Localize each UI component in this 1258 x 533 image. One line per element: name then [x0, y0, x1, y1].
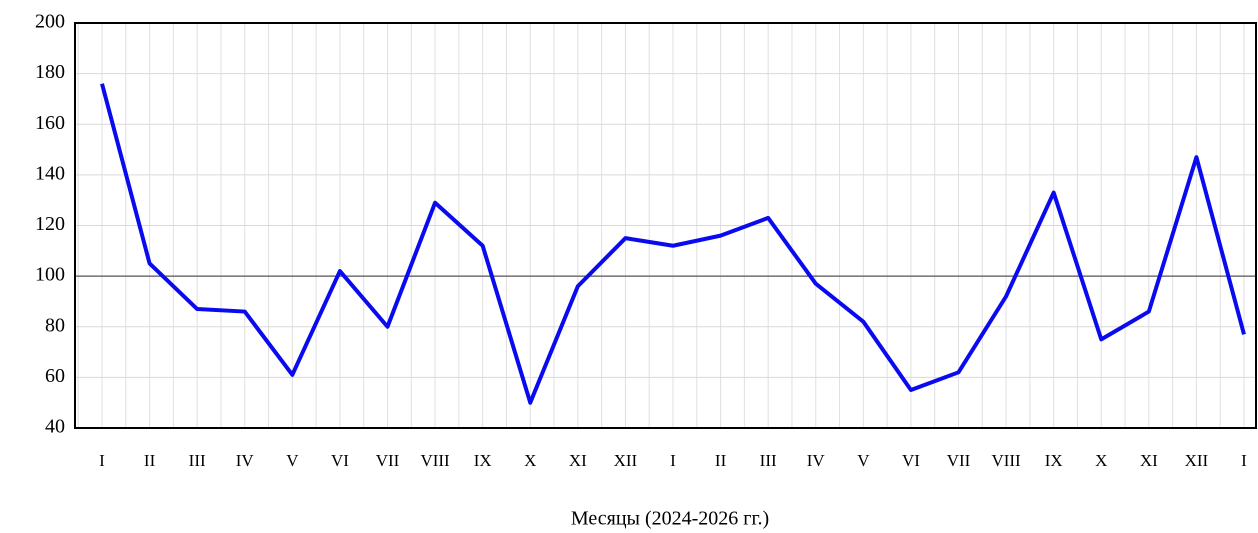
x-tick-label: X	[524, 451, 536, 470]
x-tick-label: IV	[236, 451, 255, 470]
x-tick-label: VI	[331, 451, 349, 470]
x-tick-label: II	[715, 451, 727, 470]
x-tick-label: VIII	[991, 451, 1021, 470]
x-tick-label: III	[760, 451, 777, 470]
x-tick-label: IX	[474, 451, 492, 470]
plot-frame	[74, 22, 1257, 429]
x-tick-label: V	[286, 451, 299, 470]
y-tick-label: 100	[35, 264, 65, 286]
x-tick-label: I	[670, 451, 676, 470]
y-tick-label: 160	[35, 112, 65, 134]
x-tick-label: V	[857, 451, 870, 470]
data-line	[100, 83, 1246, 405]
x-tick-label: XI	[569, 451, 587, 470]
y-tick-label: 120	[35, 213, 65, 235]
x-tick-label: VIII	[420, 451, 450, 470]
x-tick-label: I	[1241, 451, 1247, 470]
x-tick-label: VI	[902, 451, 920, 470]
x-tick-label: X	[1095, 451, 1107, 470]
y-tick-label: 200	[35, 11, 65, 33]
x-tick-label: II	[144, 451, 156, 470]
y-tick-label: 40	[45, 416, 65, 438]
x-tick-label: IV	[807, 451, 826, 470]
x-tick-label: III	[189, 451, 206, 470]
x-axis-label: Месяцы (2024-2026 гг.)	[571, 508, 769, 530]
x-tick-label: IX	[1045, 451, 1063, 470]
x-tick-label: VII	[376, 451, 400, 470]
y-tick-label: 80	[45, 314, 65, 336]
x-tick-label: I	[99, 451, 105, 470]
x-tick-label: XII	[1185, 451, 1209, 470]
y-tick-label: 180	[35, 61, 65, 83]
y-tick-label: 60	[45, 365, 65, 387]
y-tick-label: 140	[35, 162, 65, 184]
x-tick-label: XI	[1140, 451, 1158, 470]
x-tick-label: VII	[947, 451, 971, 470]
x-tick-label: XII	[614, 451, 638, 470]
